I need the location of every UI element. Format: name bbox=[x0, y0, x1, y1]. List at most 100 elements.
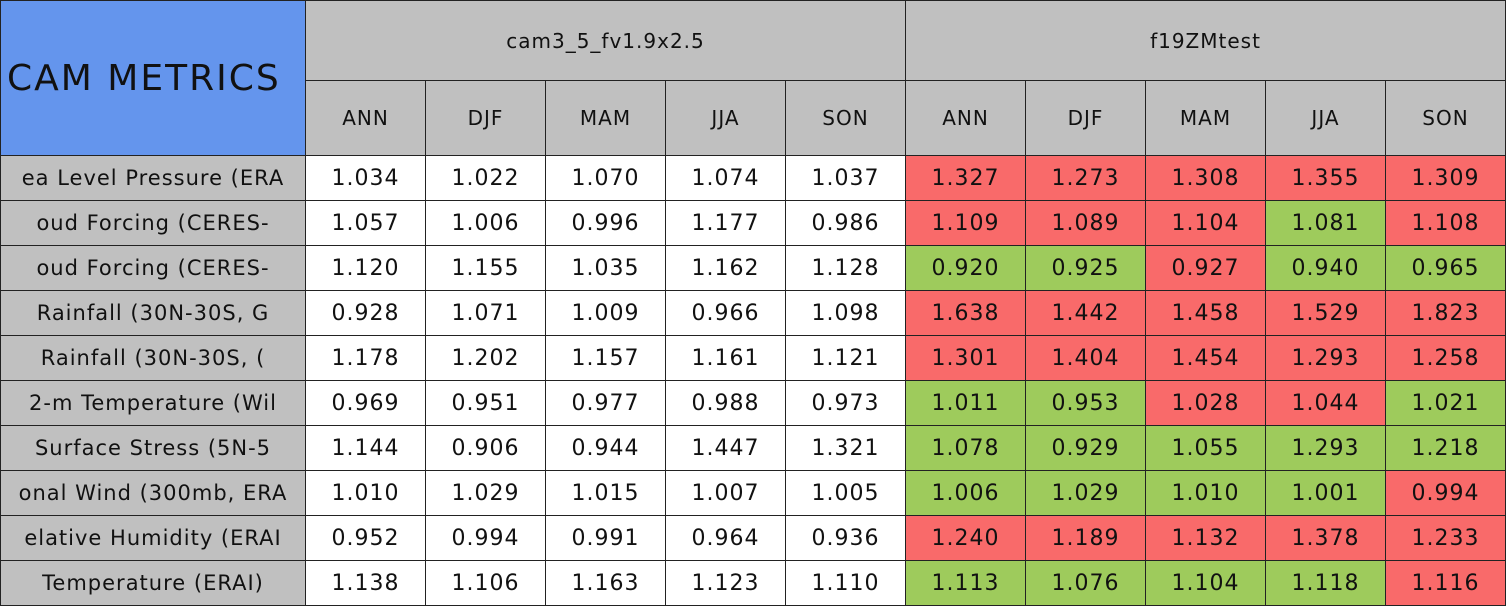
cell: 1.189 bbox=[1025, 515, 1146, 561]
cell: 1.022 bbox=[425, 155, 546, 201]
cell: 0.991 bbox=[545, 515, 666, 561]
row-label: onal Wind (300mb, ERA bbox=[0, 470, 306, 516]
cell: 0.953 bbox=[1025, 380, 1146, 426]
cell: 1.447 bbox=[665, 425, 786, 471]
group-header: f19ZMtest bbox=[905, 0, 1506, 81]
cell: 0.940 bbox=[1265, 245, 1386, 291]
cell: 1.163 bbox=[545, 560, 666, 606]
cell: 0.929 bbox=[1025, 425, 1146, 471]
cell: 1.321 bbox=[785, 425, 906, 471]
cell: 1.108 bbox=[1385, 200, 1506, 246]
cell: 1.010 bbox=[305, 470, 426, 516]
cell: 1.071 bbox=[425, 290, 546, 336]
cell: 0.994 bbox=[1385, 470, 1506, 516]
cell: 1.044 bbox=[1265, 380, 1386, 426]
cell: 0.925 bbox=[1025, 245, 1146, 291]
cell: 0.977 bbox=[545, 380, 666, 426]
cell: 0.994 bbox=[425, 515, 546, 561]
cell: 1.106 bbox=[425, 560, 546, 606]
cell: 0.952 bbox=[305, 515, 426, 561]
cell: 1.308 bbox=[1145, 155, 1266, 201]
row-label: oud Forcing (CERES- bbox=[0, 245, 306, 291]
cell: 1.202 bbox=[425, 335, 546, 381]
cell: 1.157 bbox=[545, 335, 666, 381]
cell: 1.078 bbox=[905, 425, 1026, 471]
cell: 1.404 bbox=[1025, 335, 1146, 381]
cell: 1.035 bbox=[545, 245, 666, 291]
season-header: SON bbox=[1385, 80, 1506, 156]
season-header: MAM bbox=[545, 80, 666, 156]
cell: 1.034 bbox=[305, 155, 426, 201]
cell: 1.113 bbox=[905, 560, 1026, 606]
cell: 1.009 bbox=[545, 290, 666, 336]
cell: 1.028 bbox=[1145, 380, 1266, 426]
season-header: ANN bbox=[905, 80, 1026, 156]
cell: 1.293 bbox=[1265, 335, 1386, 381]
cell: 1.293 bbox=[1265, 425, 1386, 471]
cell: 0.973 bbox=[785, 380, 906, 426]
cell: 0.966 bbox=[665, 290, 786, 336]
cell: 1.638 bbox=[905, 290, 1026, 336]
cell: 1.076 bbox=[1025, 560, 1146, 606]
cell: 1.057 bbox=[305, 200, 426, 246]
cell: 1.301 bbox=[905, 335, 1026, 381]
cell: 0.944 bbox=[545, 425, 666, 471]
cell: 0.936 bbox=[785, 515, 906, 561]
cell: 1.378 bbox=[1265, 515, 1386, 561]
cell: 1.128 bbox=[785, 245, 906, 291]
cell: 1.355 bbox=[1265, 155, 1386, 201]
cell: 1.529 bbox=[1265, 290, 1386, 336]
cell: 1.104 bbox=[1145, 200, 1266, 246]
cell: 1.120 bbox=[305, 245, 426, 291]
cell: 1.233 bbox=[1385, 515, 1506, 561]
cell: 1.258 bbox=[1385, 335, 1506, 381]
cell: 1.144 bbox=[305, 425, 426, 471]
cell: 1.823 bbox=[1385, 290, 1506, 336]
cell: 0.965 bbox=[1385, 245, 1506, 291]
cell: 1.273 bbox=[1025, 155, 1146, 201]
season-header: JJA bbox=[1265, 80, 1386, 156]
cell: 1.081 bbox=[1265, 200, 1386, 246]
cell: 1.011 bbox=[905, 380, 1026, 426]
season-header: DJF bbox=[1025, 80, 1146, 156]
cell: 1.010 bbox=[1145, 470, 1266, 516]
cell: 1.029 bbox=[1025, 470, 1146, 516]
season-header: DJF bbox=[425, 80, 546, 156]
cell: 1.177 bbox=[665, 200, 786, 246]
cell: 0.951 bbox=[425, 380, 546, 426]
row-label: Temperature (ERAI) bbox=[0, 560, 306, 606]
cell: 1.098 bbox=[785, 290, 906, 336]
cell: 1.089 bbox=[1025, 200, 1146, 246]
cell: 1.442 bbox=[1025, 290, 1146, 336]
cell: 1.104 bbox=[1145, 560, 1266, 606]
cell: 1.055 bbox=[1145, 425, 1266, 471]
cell: 1.006 bbox=[905, 470, 1026, 516]
cell: 1.116 bbox=[1385, 560, 1506, 606]
row-label: 2-m Temperature (Wil bbox=[0, 380, 306, 426]
season-header: MAM bbox=[1145, 80, 1266, 156]
cell: 0.906 bbox=[425, 425, 546, 471]
row-label: oud Forcing (CERES- bbox=[0, 200, 306, 246]
cell: 1.132 bbox=[1145, 515, 1266, 561]
cell: 1.037 bbox=[785, 155, 906, 201]
cell: 1.121 bbox=[785, 335, 906, 381]
cell: 1.070 bbox=[545, 155, 666, 201]
cell: 0.988 bbox=[665, 380, 786, 426]
cell: 1.001 bbox=[1265, 470, 1386, 516]
row-label: elative Humidity (ERAI bbox=[0, 515, 306, 561]
row-label: Rainfall (30N-30S, ( bbox=[0, 335, 306, 381]
cell: 1.007 bbox=[665, 470, 786, 516]
cell: 0.928 bbox=[305, 290, 426, 336]
season-header: JJA bbox=[665, 80, 786, 156]
row-label: Rainfall (30N-30S, G bbox=[0, 290, 306, 336]
cell: 1.110 bbox=[785, 560, 906, 606]
cell: 0.996 bbox=[545, 200, 666, 246]
cell: 1.005 bbox=[785, 470, 906, 516]
cell: 1.454 bbox=[1145, 335, 1266, 381]
row-label: Surface Stress (5N-5 bbox=[0, 425, 306, 471]
cell: 1.123 bbox=[665, 560, 786, 606]
cell: 1.029 bbox=[425, 470, 546, 516]
group-header: cam3_5_fv1.9x2.5 bbox=[305, 0, 906, 81]
cell: 1.327 bbox=[905, 155, 1026, 201]
